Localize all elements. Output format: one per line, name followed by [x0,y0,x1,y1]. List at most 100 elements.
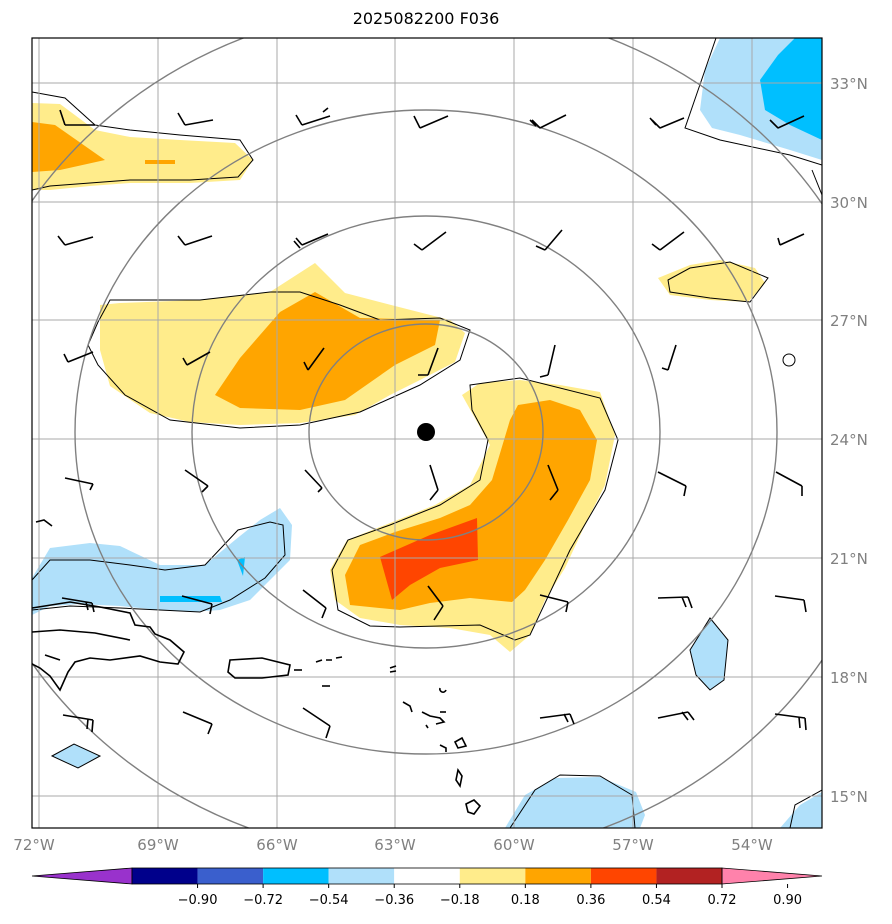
wind-barb-icon [547,464,559,501]
wind-barb-icon [418,347,439,376]
colorbar-frame [131,867,723,885]
wind-barb-icon [302,589,327,619]
colorbar-segment [525,868,591,884]
wind-barbs [57,107,807,739]
coast-islet-7 [421,711,446,725]
wind-barb-icon [62,714,94,733]
graticule [32,38,822,828]
coast-islet-13 [465,799,482,815]
colorbar-label: −0.90 [178,893,218,908]
lat-label: 33°N [830,75,868,93]
lat-label: 30°N [830,194,868,212]
fill-orange-nw-strip [145,160,175,164]
wind-barb-icon [182,351,211,366]
fill-light-blue-e [690,618,728,690]
wind-barb-icon [302,707,331,739]
coast-puerto-rico [227,657,291,679]
coast-hispaniola-a [44,654,61,661]
wind-barb-icon [304,469,323,493]
colorbar-extend-high [721,867,823,885]
wind-barb-icon [293,233,329,249]
wind-barb-icon [661,344,677,371]
wind-barb-icon [184,469,209,493]
contour-center [87,291,471,429]
wind-barb-icon [777,233,805,246]
wind-barb-icon [57,235,94,246]
wind-barb-icon [657,711,695,721]
contour-ne-edge [811,169,822,196]
colorbar-segment [263,868,329,884]
coast-islet-14 [35,519,53,527]
range-ring-3 [74,109,778,755]
wind-barb-icon [177,235,213,246]
coast-islet-9 [425,724,429,729]
colorbar-label: −0.36 [374,893,414,908]
colorbar-label: −0.54 [309,893,349,908]
wind-barb-icon [177,112,214,126]
map-title: 2025082200 F036 [352,9,500,28]
fill-yellow-east [658,260,765,302]
fill-orange-center [215,292,440,410]
wind-barb-icon [182,711,213,735]
contour-se [789,789,822,828]
lat-label: 15°N [830,788,868,806]
range-ring-2 [191,215,661,649]
lat-label: 24°N [830,431,868,449]
wind-barb-icon [64,477,94,491]
wind-barb-icon [657,471,687,497]
lon-label: 72°W [13,836,55,854]
colorbar-segment [656,868,722,884]
wind-barb-icon [63,351,94,363]
coast-islet-5 [439,687,447,693]
coast-islet-4 [389,665,397,673]
lon-label: 69°W [137,836,179,854]
contour-e-small [689,617,729,691]
lat-label: 18°N [830,669,868,687]
wind-barb-icon [59,109,95,126]
lat-label: 27°N [830,312,868,330]
colorbar: −0.90 −0.72 −0.54 −0.36 −0.18 0.18 0.36 0.54 0.7… [31,867,823,908]
colorbar-segment [328,868,395,884]
wind-barb-icon [539,594,569,613]
fill-light-blue-s [505,777,645,828]
colorbar-extend-low [31,867,133,885]
wind-barb-icon [539,344,556,378]
lon-label: 66°W [256,836,298,854]
range-ring-1 [308,323,544,541]
latitude-labels: 33°N 30°N 27°N 24°N 21°N 18°N 15°N [830,75,868,806]
wind-barb-icon [651,231,685,251]
colorbar-segment [132,868,198,884]
coast-islet-2 [315,656,343,663]
map-frame [31,37,823,829]
wind-barb-icon [649,117,685,129]
contour-west [32,521,286,613]
coast-islet-6 [402,701,413,713]
contour-ne [684,38,822,166]
colorbar-label: 0.54 [642,893,671,908]
colorbar-label: 0.72 [708,893,737,908]
colorbar-segment [394,868,460,884]
lon-label: 57°W [612,836,654,854]
coast-cuba [32,601,185,692]
wind-barb-icon [774,713,807,731]
fill-blue-ne [760,38,822,140]
wind-barb-icon [413,231,447,251]
contour-east-small [782,353,796,367]
wind-barb-icon [295,107,331,126]
lon-label: 63°W [374,836,416,854]
wind-barb-icon [769,115,805,129]
fill-orange-nw [32,122,105,172]
coast-cuba-inner [32,629,131,641]
wind-barb-icon [529,114,567,129]
wind-barb-icon [181,595,213,615]
contour-sw-small [50,743,102,769]
colorbar-label: −0.18 [440,893,480,908]
wind-barb-icon [539,713,575,725]
fill-light-blue-sw [52,744,100,768]
wind-barb-icon [429,464,439,501]
wind-barb-icon [535,229,563,251]
wind-barb-icon [657,596,693,609]
wind-barb-icon [775,471,803,496]
range-rings [32,38,822,828]
